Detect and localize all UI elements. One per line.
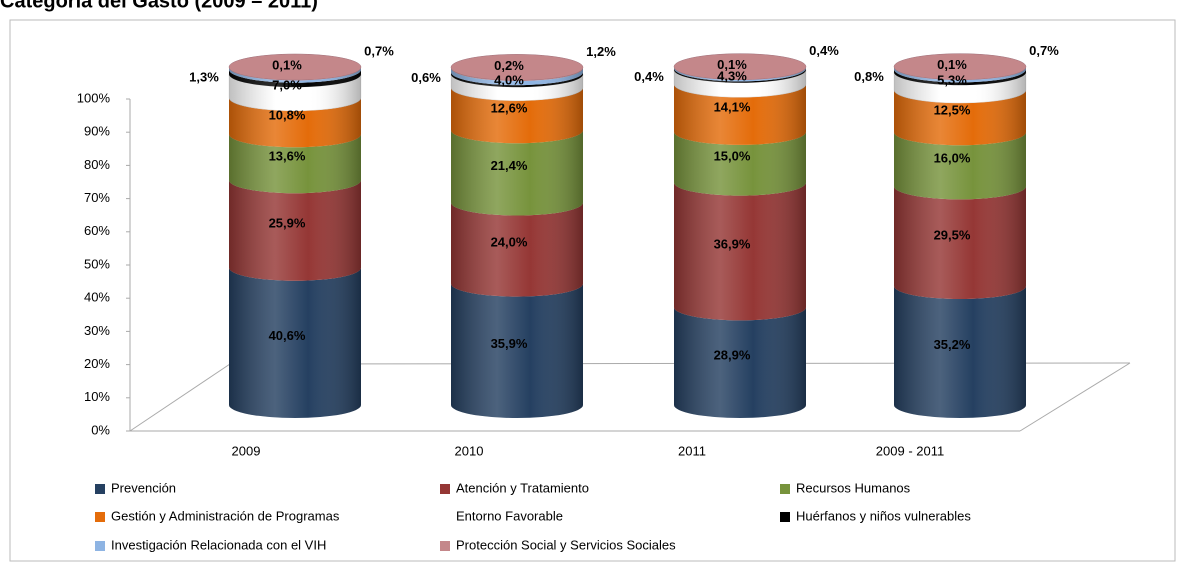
data-label: 0,1% bbox=[272, 57, 302, 72]
data-label: 10,8% bbox=[269, 107, 306, 122]
y-tick-label: 0% bbox=[91, 422, 110, 437]
legend-swatch bbox=[440, 512, 450, 522]
legend-label: Huérfanos y niños vulnerables bbox=[796, 508, 971, 523]
y-tick-label: 60% bbox=[84, 223, 110, 238]
data-label: 14,1% bbox=[714, 100, 751, 115]
cylinder-shade bbox=[451, 67, 583, 418]
data-label: 25,9% bbox=[269, 215, 306, 230]
legend-label: Atención y Tratamiento bbox=[456, 480, 589, 495]
data-label: 13,6% bbox=[269, 149, 306, 164]
data-label: 12,5% bbox=[934, 103, 971, 118]
legend-swatch bbox=[780, 512, 790, 522]
legend-label: Investigación Relacionada con el VIH bbox=[111, 537, 326, 552]
legend-swatch bbox=[780, 484, 790, 494]
data-label: 21,4% bbox=[491, 158, 528, 173]
cylinder-shade bbox=[229, 67, 361, 418]
data-label: 0,8% bbox=[854, 69, 884, 84]
data-label: 24,0% bbox=[491, 235, 528, 250]
x-tick-label: 2011 bbox=[678, 443, 706, 458]
data-label: 0,2% bbox=[494, 58, 524, 73]
y-tick-label: 80% bbox=[84, 157, 110, 172]
x-tick-label: 2009 - 2011 bbox=[876, 443, 944, 458]
cylinder-shade bbox=[894, 66, 1026, 419]
legend-label: Protección Social y Servicios Sociales bbox=[456, 537, 676, 552]
legend-label: Prevención bbox=[111, 480, 176, 495]
cylinder-top bbox=[893, 53, 1027, 80]
data-label: 29,5% bbox=[934, 228, 971, 243]
y-tick-label: 50% bbox=[84, 256, 110, 271]
data-label: 0,4% bbox=[809, 43, 839, 58]
legend-swatch bbox=[95, 484, 105, 494]
x-tick-label: 2010 bbox=[455, 443, 484, 458]
data-label: 0,7% bbox=[1029, 43, 1059, 58]
data-label: 35,2% bbox=[934, 337, 971, 352]
y-tick-label: 70% bbox=[84, 190, 110, 205]
data-label: 16,0% bbox=[934, 151, 971, 166]
data-label: 40,6% bbox=[269, 328, 306, 343]
cylinder-shade bbox=[674, 66, 806, 419]
y-tick-label: 20% bbox=[84, 356, 110, 371]
data-label: 35,9% bbox=[491, 336, 528, 351]
y-tick-label: 40% bbox=[84, 290, 110, 305]
data-label: 0,6% bbox=[411, 70, 441, 85]
cylinder-top bbox=[673, 53, 807, 80]
data-label: 12,6% bbox=[491, 100, 528, 115]
y-tick-label: 10% bbox=[84, 389, 110, 404]
data-label: 4,0% bbox=[494, 72, 524, 87]
data-label: 4,3% bbox=[717, 68, 747, 83]
legend-label: Gestión y Administración de Programas bbox=[111, 508, 340, 523]
y-tick-label: 90% bbox=[84, 124, 110, 139]
data-label: 1,3% bbox=[189, 69, 219, 84]
data-label: 0,1% bbox=[937, 57, 967, 72]
data-label: 1,2% bbox=[586, 44, 616, 59]
x-tick-label: 2009 bbox=[232, 443, 261, 458]
legend-swatch bbox=[95, 512, 105, 522]
cylinder-top bbox=[450, 54, 584, 81]
data-label: 0,4% bbox=[634, 69, 664, 84]
cylinder-top bbox=[228, 53, 362, 81]
data-label: 28,9% bbox=[714, 348, 751, 363]
data-label: 15,0% bbox=[714, 149, 751, 164]
legend-label: Entorno Favorable bbox=[456, 508, 563, 523]
chart-title: Categoría del Gasto (2009 – 2011) bbox=[0, 0, 318, 12]
chart-border bbox=[9, 19, 1176, 562]
legend-swatch bbox=[440, 541, 450, 551]
data-label: 36,9% bbox=[714, 236, 751, 251]
y-tick-label: 100% bbox=[77, 90, 111, 105]
data-label: 5,3% bbox=[937, 72, 967, 87]
legend-swatch bbox=[440, 484, 450, 494]
y-tick-label: 30% bbox=[84, 323, 110, 338]
data-label: 0,1% bbox=[717, 57, 747, 72]
legend-label: Recursos Humanos bbox=[796, 480, 911, 495]
data-label: 7,0% bbox=[272, 77, 302, 92]
data-label: 0,7% bbox=[364, 43, 394, 58]
legend-swatch bbox=[95, 541, 105, 551]
